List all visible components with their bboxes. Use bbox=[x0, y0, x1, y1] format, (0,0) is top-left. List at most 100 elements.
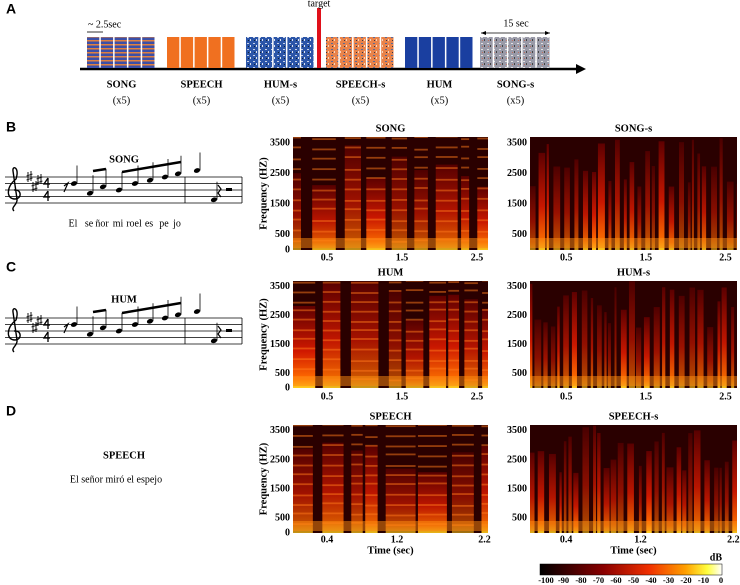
harmonic bbox=[366, 229, 386, 231]
spectral-band bbox=[724, 461, 729, 533]
harmonic bbox=[322, 368, 341, 371]
stimulus-block bbox=[222, 37, 235, 68]
harmonic bbox=[482, 281, 488, 282]
harmonic bbox=[429, 328, 447, 331]
stimulus-block bbox=[367, 37, 380, 68]
harmonic bbox=[293, 337, 316, 340]
harmonic bbox=[293, 494, 313, 497]
y-tick-label: 0 bbox=[285, 527, 290, 538]
harmonic bbox=[405, 330, 424, 333]
spectral-band bbox=[293, 306, 316, 388]
spectral-band bbox=[590, 298, 594, 388]
harmonic bbox=[477, 209, 488, 212]
spectral-band bbox=[366, 178, 386, 250]
spectral-band bbox=[557, 306, 560, 388]
harmonic bbox=[385, 483, 416, 485]
bracket-arrow bbox=[481, 31, 486, 35]
harmonic bbox=[365, 436, 378, 439]
harmonic bbox=[464, 339, 478, 342]
block-name: SPEECH bbox=[180, 79, 222, 90]
harmonic bbox=[350, 338, 379, 340]
harmonic bbox=[385, 514, 416, 517]
harmonic bbox=[322, 484, 344, 487]
colorbar-tick: -20 bbox=[680, 575, 691, 585]
harmonic bbox=[366, 156, 386, 159]
harmonic bbox=[461, 197, 470, 200]
harmonic bbox=[429, 281, 447, 284]
harmonic bbox=[435, 189, 458, 192]
y-tick-label: 1500 bbox=[270, 484, 290, 495]
stimulus-block bbox=[142, 37, 155, 68]
harmonic bbox=[477, 230, 488, 233]
y-tick-label: 500 bbox=[275, 229, 290, 240]
bracket-arrow bbox=[545, 31, 550, 35]
harmonic bbox=[461, 145, 470, 148]
harmonic bbox=[417, 513, 447, 516]
spectral-band bbox=[414, 170, 428, 250]
block-name: HUM-s bbox=[264, 79, 297, 90]
spectrogram-floor bbox=[530, 376, 737, 386]
harmonic bbox=[464, 320, 478, 323]
x-tick-label: 2.2 bbox=[478, 534, 491, 545]
x-tick-label: 1.2 bbox=[634, 534, 647, 545]
harmonic bbox=[482, 301, 488, 304]
lyric: ñor bbox=[95, 218, 109, 229]
colorbar-label: dB bbox=[710, 552, 723, 563]
harmonic bbox=[448, 281, 460, 284]
panel-label: B bbox=[6, 119, 16, 135]
spectrogram-floor bbox=[530, 238, 737, 248]
harmonic bbox=[391, 158, 408, 161]
harmonic bbox=[414, 230, 428, 233]
note-head bbox=[174, 171, 182, 177]
lyric: El bbox=[69, 218, 78, 229]
harmonic bbox=[293, 368, 316, 371]
spectral-band bbox=[550, 326, 556, 388]
harmonic bbox=[477, 156, 488, 159]
harmonic bbox=[350, 329, 379, 331]
stimulus-block bbox=[167, 37, 180, 68]
x-tick-label: 2.5 bbox=[719, 252, 732, 263]
spectral-band bbox=[646, 451, 652, 533]
harmonic bbox=[451, 513, 474, 516]
spectral-band bbox=[669, 289, 675, 388]
spectral-band bbox=[543, 322, 548, 388]
sharp bbox=[31, 322, 38, 333]
harmonic bbox=[405, 301, 424, 304]
spectral-band bbox=[571, 292, 577, 388]
harmonic bbox=[293, 188, 302, 191]
spectral-band bbox=[623, 179, 627, 250]
block-reps: (x5) bbox=[507, 95, 525, 106]
harmonic bbox=[435, 199, 458, 202]
spectral-band bbox=[435, 164, 458, 250]
harmonic bbox=[464, 360, 478, 362]
spectral-band bbox=[365, 445, 378, 533]
y-tick-label: 0 bbox=[285, 382, 290, 393]
colorbar-tick: -100 bbox=[538, 575, 554, 585]
spectral-band bbox=[721, 287, 727, 388]
harmonic bbox=[350, 369, 379, 372]
harmonic bbox=[385, 445, 416, 448]
spectral-band bbox=[714, 467, 719, 533]
harmonic bbox=[293, 218, 302, 221]
spectral-band bbox=[537, 451, 545, 533]
harmonic bbox=[385, 504, 416, 507]
harmonic bbox=[429, 308, 447, 311]
spectral-band bbox=[530, 452, 535, 533]
sharp bbox=[36, 315, 43, 326]
spectral-band bbox=[697, 153, 701, 250]
harmonic bbox=[293, 464, 313, 467]
harmonic bbox=[388, 321, 402, 323]
spectral-band bbox=[707, 327, 714, 388]
harmonic bbox=[293, 504, 313, 506]
harmonic bbox=[293, 137, 302, 139]
sharp bbox=[26, 171, 33, 182]
harmonic bbox=[388, 369, 402, 372]
harmonic bbox=[293, 158, 302, 161]
spectral-band bbox=[617, 442, 624, 533]
x-tick-label: 1.5 bbox=[396, 391, 409, 402]
harmonic bbox=[417, 504, 447, 506]
spectral-band bbox=[597, 305, 602, 388]
harmonic bbox=[322, 320, 341, 322]
spectral-band bbox=[553, 166, 561, 250]
whole-rest bbox=[226, 188, 232, 191]
